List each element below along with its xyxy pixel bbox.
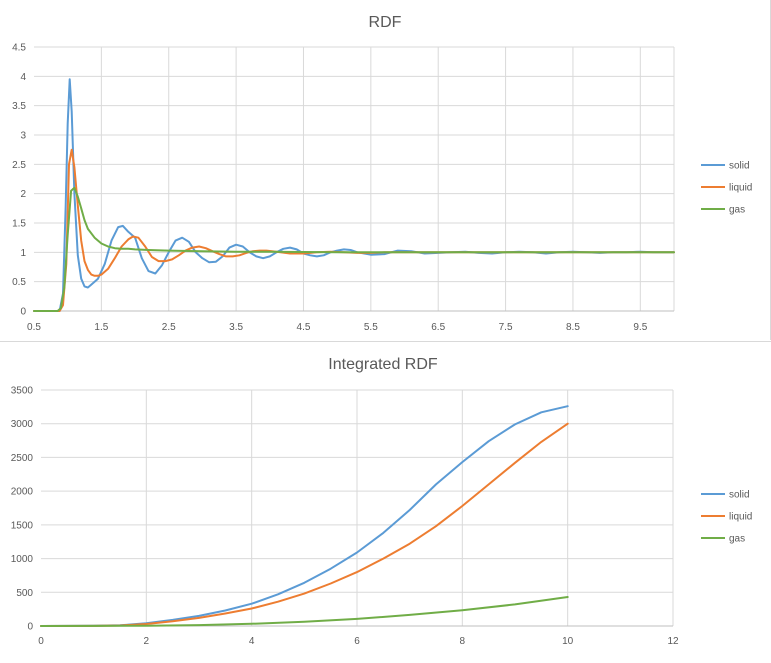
legend-item-liquid: liquid (701, 183, 752, 194)
legend-item-solid: solid (701, 490, 750, 501)
integrated-rdf-chart: Integrated RDF 0 500 1000 1500 2000 2500 3000 3… (11, 356, 753, 647)
x-tick-label: 9.5 (633, 322, 647, 333)
y-tick-label: 4 (20, 72, 26, 83)
y-tick-label: 2500 (11, 453, 34, 464)
x-tick-label: 8 (460, 636, 466, 647)
y-tick-label: 0.5 (12, 277, 26, 288)
x-tick-label: 1.5 (94, 322, 108, 333)
x-tick-label: 10 (562, 636, 574, 647)
x-tick-label: 3.5 (229, 322, 243, 333)
y-tick-label: 3500 (11, 386, 34, 397)
legend-item-gas: gas (701, 534, 745, 545)
chart-title: RDF (369, 14, 402, 31)
y-tick-label: 4.5 (12, 43, 26, 54)
y-tick-label: 1000 (11, 554, 34, 565)
y-tick-label: 500 (16, 588, 33, 599)
series-line-liquid (40, 422, 569, 627)
x-tick-label: 2.5 (162, 322, 176, 333)
legend-label: liquid (729, 512, 752, 523)
x-tick-label: 6.5 (431, 322, 445, 333)
legend-item-liquid: liquid (701, 512, 752, 523)
y-tick-label: 0 (27, 622, 33, 633)
y-tick-label: 3000 (11, 419, 34, 430)
legend-label: solid (729, 490, 750, 501)
series-line-gas (33, 186, 675, 312)
rdf-chart: RDF 00.511.522.533.544.50.5 1.5 2.5 3.5 4.5 5… (12, 14, 752, 333)
x-tick-label: 0 (38, 636, 44, 647)
rdf-chart-panel: RDF 0 0.5 1 1.5 2 2.5 3 3.5 4 4.5 0.5 1.5 2.5 3.5 4.5 5… (12, 0, 771, 340)
x-tick-label: 2 (144, 636, 150, 647)
y-tick-label: 1500 (11, 520, 34, 531)
x-tick-label: 8.5 (566, 322, 580, 333)
legend-item-gas: gas (701, 205, 745, 216)
integrated-rdf-chart-panel: Integrated RDF 0 500 1000 1500 2000 2500 3000 3… (0, 341, 771, 658)
x-tick-label: 6 (354, 636, 360, 647)
y-tick-label: 1.5 (12, 219, 26, 230)
x-tick-label: 4.5 (297, 322, 311, 333)
x-tick-label: 12 (667, 636, 679, 647)
y-tick-label: 0 (20, 307, 26, 318)
x-tick-label: 5.5 (364, 322, 378, 333)
legend-label: gas (729, 205, 745, 216)
legend-item-solid: solid (701, 161, 750, 172)
chart-title: Integrated RDF (328, 356, 438, 373)
series-line-solid (33, 78, 675, 312)
series-line-gas (40, 596, 569, 627)
y-tick-label: 2.5 (12, 160, 26, 171)
y-tick-label: 3.5 (12, 101, 26, 112)
y-tick-label: 2 (20, 189, 26, 200)
x-tick-label: 7.5 (499, 322, 513, 333)
legend-label: gas (729, 534, 745, 545)
x-tick-label: 0.5 (27, 322, 41, 333)
legend-label: solid (729, 161, 750, 172)
legend-label: liquid (729, 183, 752, 194)
x-tick-label: 4 (249, 636, 255, 647)
series-line-liquid (33, 148, 675, 312)
y-tick-label: 1 (20, 248, 26, 259)
y-tick-label: 3 (20, 131, 26, 142)
y-tick-label: 2000 (11, 487, 34, 498)
